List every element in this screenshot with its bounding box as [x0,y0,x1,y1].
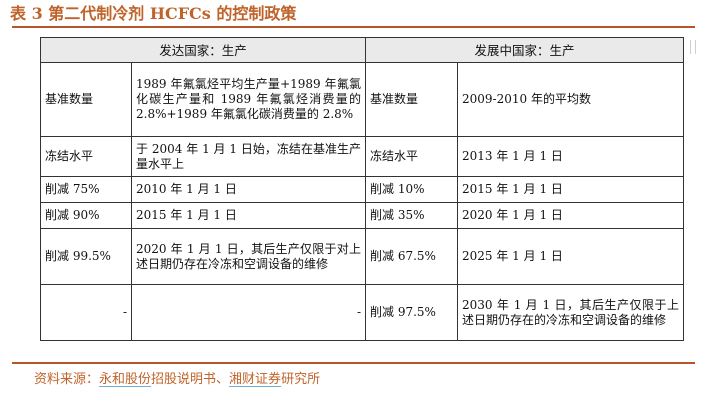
developing-item: 削减 67.5% [365,228,459,285]
source-note: 资料来源：永和股份招股说明书、湘财证券研究所 [34,369,320,391]
developing-value: 2030 年 1 月 1 日，其后生产仅限于上述日期仍存在的冷冻和空调设备的维修 [457,284,685,341]
header-developed: 发达国家：生产 [39,37,367,63]
developed-item: 削减 99.5% [40,228,132,285]
table-row: 冻结水平 于 2004 年 1 月 1 日始，冻结在基准生产量水平上 冻结水平 … [40,136,685,177]
developed-item: 削减 75% [40,176,132,203]
developing-value: 2009-2010 年的平均数 [457,62,685,137]
source-suffix: 研究所 [281,372,321,387]
developed-value: 2020 年 1 月 1 日，其后生产仅限于对上述日期仍存在冷冻和空调设备的维修 [130,228,367,285]
source-prefix: 资料来源： [34,372,100,387]
developed-value: 2015 年 1 月 1 日 [130,202,367,229]
title-divider [12,26,695,28]
developing-item: 削减 35% [365,202,459,229]
developed-value: 1989 年氟氯烃平均生产量+1989 年氟氯化碳生产量和 1989 年氟氯烃消… [130,62,367,137]
developing-item: 基准数量 [365,62,459,137]
developed-value: 于 2004 年 1 月 1 日始，冻结在基准生产量水平上 [130,136,367,177]
developing-value: 2013 年 1 月 1 日 [457,136,685,177]
source-link-yonghe[interactable]: 永和股份 [99,372,152,387]
policy-table: 发达国家：生产 发展中国家：生产 基准数量 1989 年氟氯烃平均生产量+198… [39,37,685,341]
developed-item: 削减 90% [40,202,132,229]
footer-divider [12,362,695,364]
table-row: 削减 75% 2010 年 1 月 1 日 削减 10% 2015 年 1 月 … [40,176,685,203]
developing-item: 冻结水平 [365,136,459,177]
table-row: - - 削减 97.5% 2030 年 1 月 1 日，其后生产仅限于上述日期仍… [40,284,685,341]
table-row: 削减 90% 2015 年 1 月 1 日 削减 35% 2020 年 1 月 … [40,202,685,229]
table-row: 基准数量 1989 年氟氯烃平均生产量+1989 年氟氯化碳生产量和 1989 … [40,62,685,137]
developing-value: 2025 年 1 月 1 日 [457,228,685,285]
developing-value: 2015 年 1 月 1 日 [457,176,685,203]
developed-value: - [130,284,367,341]
developed-item: 基准数量 [40,62,132,137]
developing-value: 2020 年 1 月 1 日 [457,202,685,229]
source-middle: 招股说明书、 [151,372,230,387]
developed-value: 2010 年 1 月 1 日 [130,176,367,203]
header-developing: 发展中国家：生产 [365,37,685,63]
developing-item: 削减 10% [365,176,459,203]
table-row: 削减 99.5% 2020 年 1 月 1 日，其后生产仅限于对上述日期仍存在冷… [40,228,685,285]
source-link-xiangcai[interactable]: 湘财证券 [229,372,282,387]
table-title: 表 3 第二代制冷剂 HCFCs 的控制政策 [10,4,297,23]
developing-item: 削减 97.5% [365,284,459,341]
developed-item: 冻结水平 [40,136,132,177]
page-edge-marks [690,40,696,54]
table-header-row: 发达国家：生产 发展中国家：生产 [39,37,685,63]
developed-item: - [40,284,132,341]
